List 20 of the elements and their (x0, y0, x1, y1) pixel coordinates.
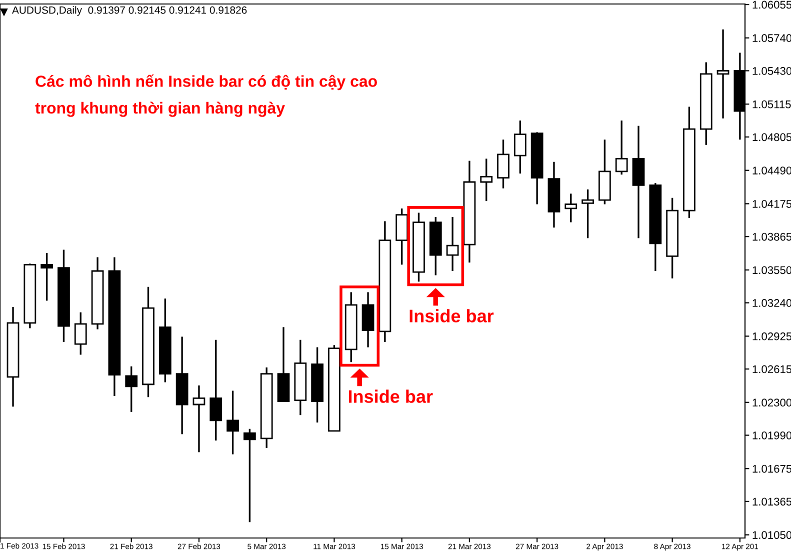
annotation: Inside bar (410, 309, 494, 322)
candlestick (446, 216, 459, 272)
candlestick (74, 311, 87, 356)
candlestick (480, 158, 493, 202)
chart-title: AUDUSD,Daily 0.91397 0.92145 0.91241 0.91826 (12, 6, 247, 16)
candlestick (514, 120, 526, 174)
candlestick (40, 252, 54, 302)
candlestick (564, 192, 578, 224)
candlestick (243, 428, 256, 523)
annotation: Inside bar (348, 390, 433, 403)
candlestick (192, 384, 206, 454)
candlestick (497, 138, 510, 190)
y-tick-label: 1.05115 (752, 100, 791, 108)
candlestick (615, 120, 628, 176)
candlestick (210, 339, 222, 442)
candlestick (226, 390, 239, 456)
candlestick (582, 188, 594, 239)
annotation: Các mô hình nến Inside bar có độ tin cậy cao trong khung thời gian hàng ngày (35, 74, 377, 117)
candlestick (125, 366, 138, 413)
candlestick (716, 28, 730, 120)
